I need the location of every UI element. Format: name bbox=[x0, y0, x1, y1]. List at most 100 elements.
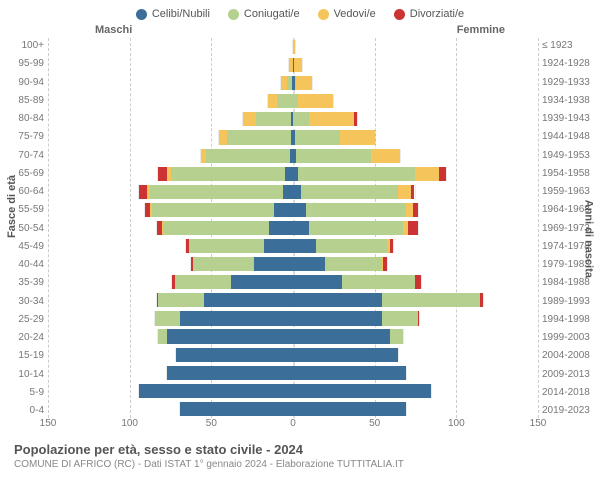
bar-segment bbox=[155, 311, 179, 325]
bar-male bbox=[200, 149, 293, 163]
bar-female bbox=[293, 203, 419, 217]
birth-label: 1959-1963 bbox=[542, 186, 600, 197]
bar-male bbox=[156, 293, 293, 307]
x-axis: 15010050050100150 bbox=[48, 418, 538, 434]
bar-male bbox=[179, 402, 293, 416]
bar-segment bbox=[219, 130, 227, 144]
pyramid-row bbox=[48, 382, 538, 400]
bar-segment bbox=[293, 112, 309, 126]
pyramid-row bbox=[48, 74, 538, 92]
bar-male bbox=[175, 348, 293, 362]
bar-segment bbox=[382, 293, 479, 307]
pyramid-row bbox=[48, 364, 538, 382]
pyramid-row bbox=[48, 346, 538, 364]
bar-segment bbox=[413, 203, 418, 217]
birth-label: 2004-2008 bbox=[542, 350, 600, 361]
birth-label: 1999-2003 bbox=[542, 332, 600, 343]
bar-male bbox=[267, 94, 293, 108]
bar-female bbox=[293, 384, 432, 398]
bar-segment bbox=[408, 221, 418, 235]
pyramid-row bbox=[48, 165, 538, 183]
bar-segment bbox=[296, 149, 370, 163]
pyramid-row bbox=[48, 38, 538, 56]
bar-segment bbox=[309, 221, 403, 235]
bar-segment bbox=[342, 275, 415, 289]
age-label: 40-44 bbox=[0, 259, 44, 270]
bar-segment bbox=[293, 40, 295, 54]
birth-label: 2014-2018 bbox=[542, 387, 600, 398]
bar-segment bbox=[439, 167, 445, 181]
bar-segment bbox=[411, 185, 414, 199]
bar-segment bbox=[293, 257, 325, 271]
birth-label: ≤ 1923 bbox=[542, 40, 600, 51]
bar-segment bbox=[150, 185, 283, 199]
age-label: 85-89 bbox=[0, 95, 44, 106]
age-label: 30-34 bbox=[0, 296, 44, 307]
legend-swatch bbox=[228, 9, 239, 20]
bar-segment bbox=[277, 94, 293, 108]
bar-segment bbox=[418, 311, 420, 325]
legend-label: Coniugati/e bbox=[244, 8, 300, 20]
bar-female bbox=[293, 40, 296, 54]
bar-segment bbox=[193, 257, 254, 271]
legend-label: Divorziati/e bbox=[410, 8, 464, 20]
birth-label: 2009-2013 bbox=[542, 369, 600, 380]
bar-segment bbox=[294, 58, 301, 72]
bar-segment bbox=[139, 384, 293, 398]
bar-segment bbox=[176, 348, 293, 362]
header-female: Femmine bbox=[457, 24, 505, 36]
bar-segment bbox=[256, 112, 291, 126]
bar-segment bbox=[293, 329, 390, 343]
bar-segment bbox=[293, 402, 406, 416]
bar-segment bbox=[293, 221, 309, 235]
legend-swatch bbox=[136, 9, 147, 20]
bar-segment bbox=[189, 239, 263, 253]
bar-female bbox=[293, 402, 407, 416]
legend-item: Vedovi/e bbox=[318, 8, 376, 20]
legend: Celibi/Nubili Coniugati/e Vedovi/e Divorzia… bbox=[0, 0, 600, 24]
bar-segment bbox=[171, 167, 284, 181]
x-tick: 50 bbox=[206, 418, 217, 429]
bar-segment bbox=[158, 167, 166, 181]
legend-swatch bbox=[318, 9, 329, 20]
bar-female bbox=[293, 275, 422, 289]
birth-label: 1939-1943 bbox=[542, 113, 600, 124]
bar-female bbox=[293, 293, 484, 307]
bar-male bbox=[218, 130, 293, 144]
legend-item: Coniugati/e bbox=[228, 8, 300, 20]
age-label: 15-19 bbox=[0, 350, 44, 361]
legend-item: Celibi/Nubili bbox=[136, 8, 210, 20]
bar-segment bbox=[293, 348, 398, 362]
bar-male bbox=[154, 311, 293, 325]
header-male: Maschi bbox=[95, 24, 132, 36]
bar-female bbox=[293, 58, 303, 72]
bar-segment bbox=[415, 167, 439, 181]
bar-segment bbox=[158, 293, 203, 307]
bar-male bbox=[157, 329, 293, 343]
bar-segment bbox=[298, 94, 333, 108]
gender-headers: Maschi Femmine bbox=[0, 24, 600, 38]
bar-segment bbox=[298, 167, 415, 181]
bar-female bbox=[293, 257, 388, 271]
bar-female bbox=[293, 311, 420, 325]
x-tick: 150 bbox=[40, 418, 57, 429]
bar-female bbox=[293, 185, 416, 199]
bar-segment bbox=[285, 167, 293, 181]
age-label: 95-99 bbox=[0, 58, 44, 69]
x-tick: 0 bbox=[290, 418, 296, 429]
bar-female bbox=[293, 112, 358, 126]
x-tick: 100 bbox=[448, 418, 465, 429]
x-tick: 50 bbox=[369, 418, 380, 429]
age-label: 5-9 bbox=[0, 387, 44, 398]
bars-container bbox=[48, 38, 538, 418]
age-label: 80-84 bbox=[0, 113, 44, 124]
bar-segment bbox=[293, 384, 431, 398]
x-tick: 150 bbox=[530, 418, 547, 429]
bar-segment bbox=[316, 239, 389, 253]
age-label: 70-74 bbox=[0, 150, 44, 161]
bar-segment bbox=[296, 76, 311, 90]
pyramid-row bbox=[48, 219, 538, 237]
pyramid-row bbox=[48, 400, 538, 418]
bar-segment bbox=[480, 293, 483, 307]
age-label: 90-94 bbox=[0, 77, 44, 88]
